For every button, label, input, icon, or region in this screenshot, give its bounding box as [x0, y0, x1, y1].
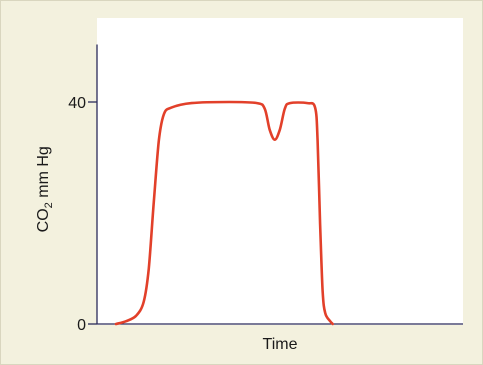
y-axis-title: CO2 mm Hg — [35, 146, 55, 232]
y-axis-title-subscript: 2 — [43, 202, 55, 208]
plot-area — [97, 18, 463, 325]
y-ticks: 0 40 — [68, 95, 97, 334]
x-axis-title: Time — [263, 336, 298, 353]
axes — [96, 44, 463, 325]
y-tick-label: 0 — [77, 317, 86, 334]
y-tick-label: 40 — [68, 95, 86, 112]
y-axis-title-main: CO — [35, 208, 52, 232]
co2-series-line — [114, 100, 334, 326]
y-axis-title-unit: mm Hg — [35, 146, 52, 202]
